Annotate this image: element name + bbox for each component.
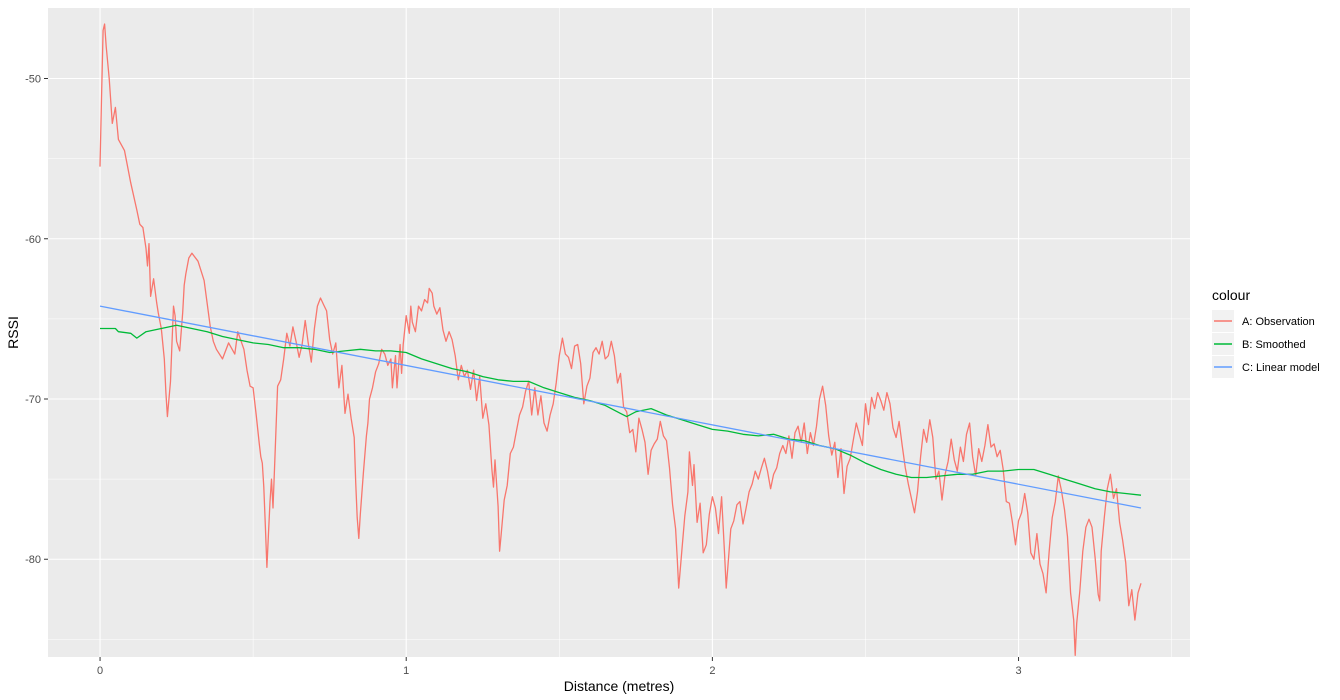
series-line-3 <box>99 305 1142 509</box>
legend-label: C: Linear model <box>1242 362 1320 374</box>
major-gridlines <box>48 8 1190 657</box>
x-axis: 0 1 2 3 <box>97 657 1022 677</box>
y-axis-title: RSSI <box>5 316 21 349</box>
legend: colour A: Observation B: Smoothed C: Linea… <box>1212 287 1320 378</box>
series-line-2 <box>100 324 1142 496</box>
y-axis: -50 -60 -70 -80 <box>25 74 48 566</box>
y-tick-label: -80 <box>25 554 41 566</box>
x-axis-title: Distance (metres) <box>564 678 674 694</box>
x-tick-label: 2 <box>709 665 715 677</box>
y-tick-label: -50 <box>25 74 41 86</box>
series-layer <box>99 23 1142 657</box>
x-tick-label: 3 <box>1015 665 1021 677</box>
legend-label: A: Observation <box>1242 316 1315 328</box>
x-tick-label: 0 <box>97 665 103 677</box>
x-tick-label: 1 <box>403 665 409 677</box>
y-tick-label: -60 <box>25 234 41 246</box>
legend-label: B: Smoothed <box>1242 339 1306 351</box>
legend-title: colour <box>1212 287 1250 303</box>
y-tick-label: -70 <box>25 394 41 406</box>
series-line-1 <box>99 23 1142 657</box>
minor-gridlines <box>48 8 1190 657</box>
